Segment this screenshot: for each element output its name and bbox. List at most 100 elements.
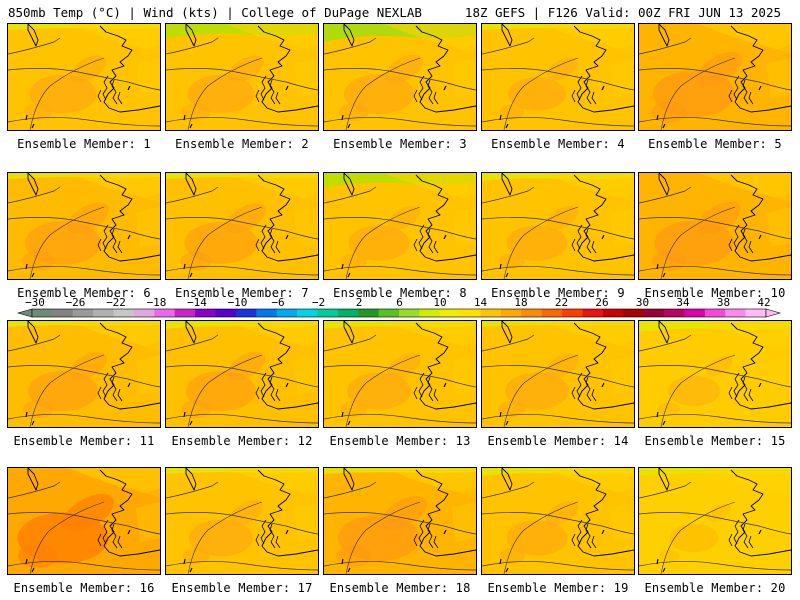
colorbar-swatch [521,309,543,317]
ensemble-member-caption: Ensemble Member: 9 [491,286,625,300]
colorbar-swatch [643,309,665,317]
colorbar-label: −6 [271,296,284,309]
colorbar-label: −10 [228,296,248,309]
colorbar-label: −26 [66,296,86,309]
ensemble-member-map [638,172,792,280]
colorbar-swatch [195,309,216,317]
map-outlines [639,321,791,427]
ensemble-member-map [7,467,161,575]
ensemble-member-map [7,320,161,428]
map-outlines [8,24,160,130]
temperature-field [324,321,476,427]
temperature-field [482,321,634,427]
colorbar-swatch [174,309,196,317]
colorbar-swatch [378,309,400,317]
ensemble-member-caption: Ensemble Member: 20 [644,581,786,595]
ensemble-member-caption: Ensemble Member: 2 [175,137,309,151]
map-outlines [166,468,318,574]
ensemble-member-caption: Ensemble Member: 8 [333,286,467,300]
temperature-field [639,468,791,574]
map-outlines [324,24,476,130]
colorbar-swatch [72,309,94,317]
temperature-field [639,321,791,427]
ensemble-member-caption: Ensemble Member: 12 [171,434,313,448]
map-outlines [166,173,318,279]
colorbar-swatch [358,309,380,317]
ensemble-member-caption: Ensemble Member: 16 [13,581,155,595]
colorbar-label: 30 [636,296,649,309]
temperature-field [482,24,634,130]
map-outlines [324,173,476,279]
ensemble-member-map [165,172,319,280]
colorbar-swatch [113,309,135,317]
ensemble-member-caption: Ensemble Member: 15 [644,434,786,448]
colorbar-swatch [745,309,767,317]
map-outlines [482,321,634,427]
colorbar-swatch [399,309,420,317]
map-outlines [482,24,634,130]
map-outlines [324,468,476,574]
temperature-colorbar: −30 −26 −22 −18 −14 −10 −6 −2 2 6 10 14 18 22 26 30 34 38… [16,296,782,318]
map-outlines [639,468,791,574]
ensemble-member-map [323,23,477,131]
colorbar-swatch [704,309,726,317]
colorbar-swatch [500,309,522,317]
ensemble-member-map [638,23,792,131]
colorbar-right-arrow [765,308,782,318]
ensemble-member-map [638,320,792,428]
colorbar-swatch [337,309,359,317]
colorbar-swatch [133,309,155,317]
temperature-field [8,321,160,427]
map-outlines [166,321,318,427]
ensemble-member-caption: Ensemble Member: 7 [175,286,309,300]
temperature-field [324,173,476,279]
map-outlines [166,24,318,130]
map-outlines [639,24,791,130]
temperature-field [324,24,476,130]
colorbar-label: 34 [676,296,690,309]
colorbar-swatch [623,309,645,317]
colorbar-label: −2 [312,296,325,309]
ensemble-member-map [481,320,635,428]
colorbar-swatch [235,309,257,317]
colorbar-swatch [93,309,114,317]
ensemble-member-map [481,467,635,575]
temperature-field [166,173,318,279]
ensemble-member-map [7,172,161,280]
colorbar-label: 42 [757,296,770,309]
model-run-info: 18Z GEFS | F126 Valid: 00Z FRI JUN 13 20… [464,5,781,20]
temperature-field [166,321,318,427]
colorbar-left-arrow [16,308,33,318]
temperature-field [482,173,634,279]
map-outlines [8,321,160,427]
temperature-field [8,24,160,130]
colorbar-swatch [725,309,747,317]
colorbar-swatch [256,309,278,317]
colorbar-label: −22 [106,296,126,309]
temperature-field [324,468,476,574]
temperature-field [639,24,791,130]
ensemble-member-caption: Ensemble Member: 4 [491,137,625,151]
ensemble-member-caption: Ensemble Member: 14 [487,434,629,448]
colorbar-swatch [52,309,74,317]
ensemble-member-map [638,467,792,575]
colorbar-swatch [541,309,563,317]
ensemble-member-map [165,320,319,428]
colorbar-label: 26 [595,296,608,309]
map-outlines [482,173,634,279]
colorbar-swatch [154,309,176,317]
colorbar-swatch [460,309,481,317]
colorbar-label: 14 [474,296,488,309]
map-outlines [639,173,791,279]
temperature-field [8,173,160,279]
ensemble-member-caption: Ensemble Member: 10 [644,286,786,300]
colorbar-swatch [684,309,706,317]
colorbar-swatch [215,309,237,317]
ensemble-member-map [323,467,477,575]
ensemble-member-map [323,320,477,428]
ensemble-member-caption: Ensemble Member: 1 [17,137,151,151]
colorbar-label: 2 [356,296,363,309]
colorbar-label: 10 [433,296,446,309]
map-outlines [324,321,476,427]
ensemble-member-map [165,23,319,131]
